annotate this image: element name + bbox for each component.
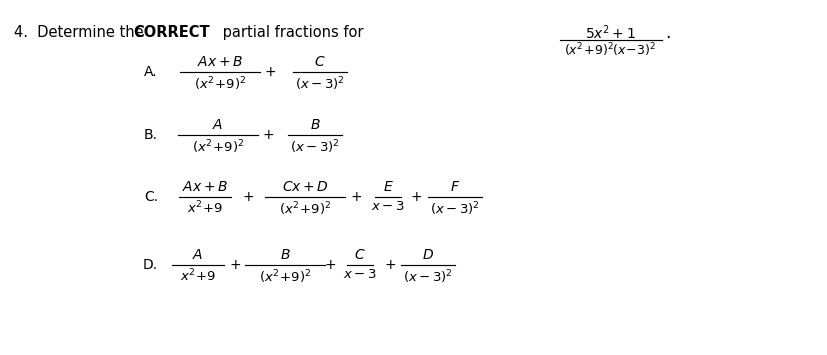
Text: $B$: $B$ (309, 118, 320, 132)
Text: $C$: $C$ (313, 55, 326, 69)
Text: $(x^2\!+\!9)^2$: $(x^2\!+\!9)^2$ (279, 200, 331, 218)
Text: A.: A. (144, 65, 158, 79)
Text: $(x-3)^2$: $(x-3)^2$ (403, 268, 452, 286)
Text: $(x-3)^2$: $(x-3)^2$ (289, 138, 340, 155)
Text: $F$: $F$ (449, 180, 460, 194)
Text: $Ax+B$: $Ax+B$ (197, 55, 243, 69)
Text: D.: D. (143, 258, 158, 272)
Text: $(x-3)^2$: $(x-3)^2$ (294, 75, 345, 93)
Text: $+$: $+$ (409, 190, 422, 204)
Text: $x^2\!+\!9$: $x^2\!+\!9$ (179, 268, 216, 285)
Text: $x-3$: $x-3$ (342, 268, 376, 281)
Text: CORRECT: CORRECT (133, 25, 209, 40)
Text: $(x-3)^2$: $(x-3)^2$ (429, 200, 480, 218)
Text: C.: C. (144, 190, 158, 204)
Text: $+$: $+$ (264, 65, 275, 79)
Text: $C$: $C$ (354, 248, 366, 262)
Text: $+$: $+$ (241, 190, 254, 204)
Text: B.: B. (144, 128, 158, 142)
Text: $Cx+D$: $Cx+D$ (281, 180, 328, 194)
Text: $Ax+B$: $Ax+B$ (182, 180, 227, 194)
Text: $E$: $E$ (382, 180, 393, 194)
Text: $(x^2\!+\!9)^2(x\!-\!3)^2$: $(x^2\!+\!9)^2(x\!-\!3)^2$ (563, 41, 655, 59)
Text: $(x^2\!+\!9)^2$: $(x^2\!+\!9)^2$ (192, 138, 244, 155)
Text: $B$: $B$ (280, 248, 290, 262)
Text: $+$: $+$ (384, 258, 395, 272)
Text: 4.  Determine the: 4. Determine the (14, 25, 148, 40)
Text: $A$: $A$ (192, 248, 203, 262)
Text: $D$: $D$ (422, 248, 433, 262)
Text: $x^2\!+\!9$: $x^2\!+\!9$ (187, 200, 223, 217)
Text: $+$: $+$ (323, 258, 336, 272)
Text: $(x^2\!+\!9)^2$: $(x^2\!+\!9)^2$ (194, 75, 246, 93)
Text: $5x^2+1$: $5x^2+1$ (584, 23, 634, 42)
Text: $A$: $A$ (212, 118, 223, 132)
Text: partial fractions for: partial fractions for (218, 25, 363, 40)
Text: $(x^2\!+\!9)^2$: $(x^2\!+\!9)^2$ (259, 268, 311, 286)
Text: $x-3$: $x-3$ (370, 200, 404, 213)
Text: .: . (664, 24, 670, 42)
Text: $+$: $+$ (228, 258, 241, 272)
Text: $+$: $+$ (261, 128, 274, 142)
Text: $+$: $+$ (350, 190, 361, 204)
